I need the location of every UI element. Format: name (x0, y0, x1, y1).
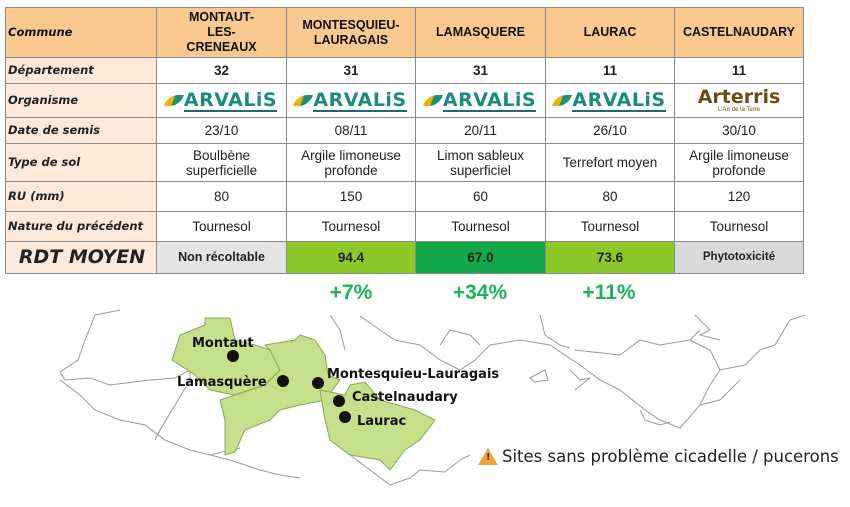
city-marker-lamasquere (277, 375, 289, 387)
gain-montesquieu: +7% (329, 281, 373, 304)
leaf-icon (293, 95, 314, 106)
sol-cell: Limon sableux superficiel (415, 143, 546, 182)
organisme-cell: ARVALiS (286, 83, 416, 118)
commune-cell: LAURAC (545, 7, 675, 58)
sol-cell: Argile limoneuse profonde (286, 143, 416, 182)
organisme-cell: ARVALiS (415, 83, 546, 118)
arvalis-logo: ARVALiS (552, 90, 666, 112)
precedent-cell: Tournesol (415, 211, 546, 242)
label-rdt-moyen: RDT MOYEN (5, 241, 157, 274)
rdt-cell: Phytotoxicité (674, 241, 804, 274)
sol-cell: Argile limoneuse profonde (674, 143, 804, 182)
precedent-cell: Tournesol (545, 211, 675, 242)
label-type-sol: Type de sol (5, 143, 157, 182)
row-organisme: Organisme ARVALiS ARVALiS ARVALiS ARVALi… (5, 83, 804, 118)
precedent-cell: Tournesol (674, 211, 804, 242)
sol-cell: Boulbène superficielle (156, 143, 287, 182)
label-nature-precedent: Nature du précédent (5, 211, 157, 242)
departement-cell: 31 (415, 57, 546, 84)
city-label-montesquieu: Montesquieu-Lauragais (327, 367, 499, 382)
rdt-cell: 67.0 (415, 241, 546, 274)
city-marker-laurac (339, 411, 351, 423)
row-type-sol: Type de sol Boulbène superficielle Argil… (5, 143, 804, 182)
departement-cell: 11 (674, 57, 804, 84)
commune-cell: MONTAUT-LES-CRENEAUX (156, 7, 287, 58)
city-marker-castelnaudary (333, 395, 345, 407)
label-date-semis: Date de semis (5, 117, 157, 144)
map-legend: ! Sites sans problème cicadelle / pucero… (478, 447, 839, 466)
label-commune: Commune (5, 7, 157, 58)
region-map: Montaut Lamasquère Montesquieu-Lauragais… (59, 309, 806, 486)
precedent-cell: Tournesol (156, 211, 287, 242)
arterris-tagline: L'Art de la Terre (717, 107, 761, 113)
date-cell: 20/11 (415, 117, 546, 144)
ru-cell: 60 (415, 181, 546, 212)
arvalis-logo: ARVALiS (422, 90, 537, 112)
leaf-icon (163, 95, 184, 106)
city-label-montaut: Montaut (192, 336, 254, 351)
rdt-cell: 94.4 (286, 241, 416, 274)
ru-cell: 80 (156, 181, 287, 212)
ru-cell: 120 (674, 181, 804, 212)
arterris-logo: Arterris L'Art de la Terre (698, 87, 781, 114)
rdt-cell: 73.6 (545, 241, 675, 274)
arterris-wordmark: Arterris (697, 86, 781, 108)
row-rdt-moyen: RDT MOYEN Non récoltable 94.4 67.0 73.6 … (5, 241, 804, 274)
precedent-cell: Tournesol (286, 211, 416, 242)
city-marker-montaut (227, 350, 239, 362)
label-ru: RU (mm) (5, 181, 157, 212)
row-commune: Commune MONTAUT-LES-CRENEAUX MONTESQUIEU… (5, 7, 804, 58)
rdt-cell: Non récoltable (156, 241, 287, 274)
sol-cell: Terrefort moyen (545, 143, 675, 182)
date-cell: 26/10 (545, 117, 675, 144)
label-departement: Département (5, 57, 157, 84)
gain-laurac: +11% (582, 281, 636, 304)
legend-text: Sites sans problème cicadelle / pucerons (502, 447, 839, 466)
departement-cell: 32 (156, 57, 287, 84)
label-organisme: Organisme (5, 83, 157, 118)
commune-cell: MONTESQUIEU-LAURAGAIS (286, 7, 416, 58)
organisme-cell: ARVALiS (156, 83, 287, 118)
date-cell: 23/10 (156, 117, 287, 144)
commune-cell: CASTELNAUDARY (674, 7, 804, 58)
date-cell: 30/10 (674, 117, 804, 144)
leaf-icon (422, 95, 443, 106)
ru-cell: 80 (545, 181, 675, 212)
commune-cell: LAMASQUERE (415, 7, 546, 58)
row-departement: Département 32 31 31 11 11 (5, 57, 804, 84)
city-label-castelnaudary: Castelnaudary (352, 390, 458, 405)
leaf-icon (552, 95, 573, 106)
date-cell: 08/11 (286, 117, 416, 144)
city-marker-montesquieu (312, 377, 324, 389)
organisme-cell: ARVALiS (545, 83, 675, 118)
warning-icon: ! (478, 448, 498, 465)
city-label-laurac: Laurac (357, 414, 406, 429)
ru-cell: 150 (286, 181, 416, 212)
row-ru: RU (mm) 80 150 60 80 120 (5, 181, 804, 212)
arvalis-logo: ARVALiS (163, 90, 278, 112)
row-nature-precedent: Nature du précédent Tournesol Tournesol … (5, 211, 804, 242)
gain-lamasquere: +34% (452, 281, 508, 304)
row-date-semis: Date de semis 23/10 08/11 20/11 26/10 30… (5, 117, 804, 144)
organisme-cell: Arterris L'Art de la Terre (674, 83, 804, 118)
departement-cell: 11 (545, 57, 675, 84)
departement-cell: 31 (286, 57, 416, 84)
trial-results-table: Commune MONTAUT-LES-CRENEAUX MONTESQUIEU… (5, 7, 804, 274)
city-label-lamasquere: Lamasquère (177, 375, 267, 390)
arvalis-logo: ARVALiS (293, 90, 407, 112)
